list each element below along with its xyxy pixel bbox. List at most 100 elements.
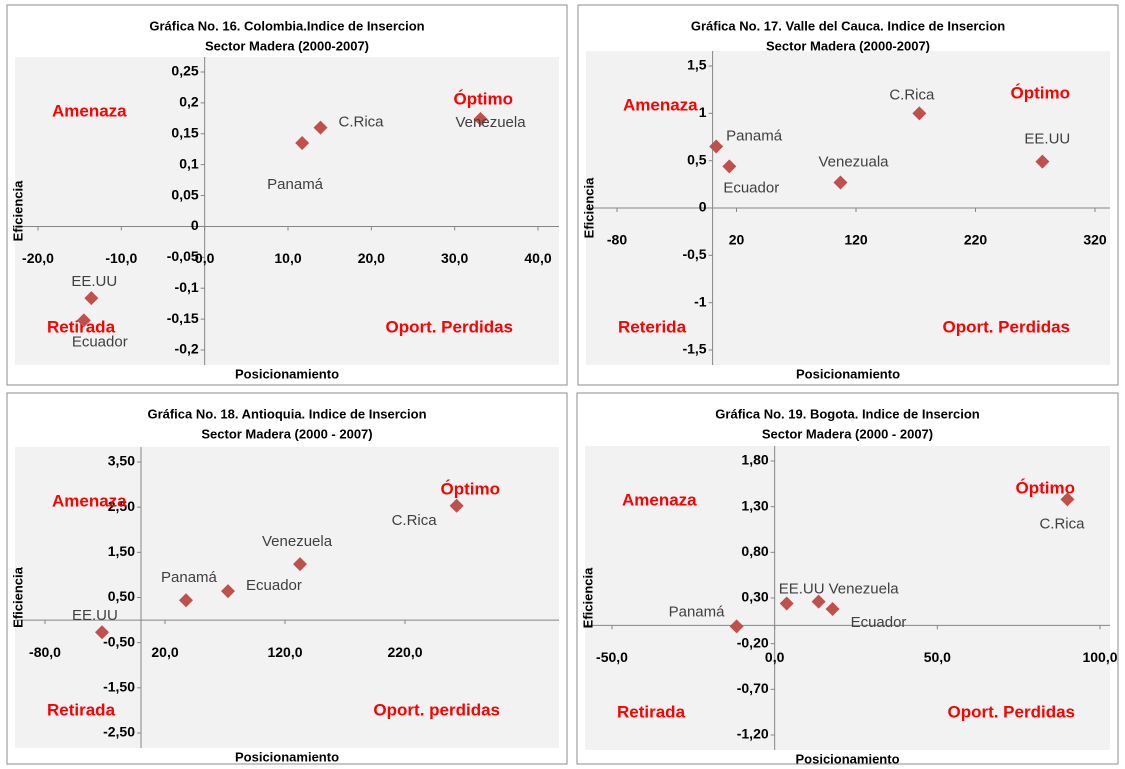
x-tick-label: 20,0 xyxy=(151,644,178,660)
y-tick-label: 0 xyxy=(699,199,707,215)
point-label: Ecuador xyxy=(72,333,128,350)
chart-subtitle: Sector Madera (2000-2007) xyxy=(205,38,369,53)
quadrant-label: Retirada xyxy=(47,700,116,719)
point xyxy=(76,313,91,328)
point xyxy=(449,498,464,513)
point-label: Panamá xyxy=(267,176,324,193)
y-tick-label: -0,05 xyxy=(167,248,199,264)
plot-area xyxy=(15,57,559,365)
chart-title: Gráfica No. 18. Antioquia. Indice de Ins… xyxy=(147,406,426,421)
y-tick-label: 0,05 xyxy=(171,186,198,202)
point-label: Panamá xyxy=(726,127,783,144)
plot-area xyxy=(585,446,1110,750)
x-tick-label: 220 xyxy=(964,232,988,248)
x-tick-label: -10,0 xyxy=(105,250,137,266)
quadrant-label: Óptimo xyxy=(454,89,514,108)
point xyxy=(95,625,109,640)
point-label: Panamá xyxy=(161,569,218,586)
quadrant-label: Amenaza xyxy=(623,95,698,114)
point xyxy=(221,584,235,599)
y-tick-label: -2,50 xyxy=(103,724,135,740)
x-tick-label: 0,0 xyxy=(765,649,785,665)
point xyxy=(912,106,927,121)
point-label: Venezuela xyxy=(262,533,333,550)
quadrant-label: Oport. Perdidas xyxy=(942,317,1070,336)
point xyxy=(84,291,99,306)
x-tick-label: 20,0 xyxy=(358,250,385,266)
point-label: C.Rica xyxy=(889,86,935,103)
x-axis-title: Posicionamiento xyxy=(235,749,339,764)
y-tick-label: 1,80 xyxy=(741,452,768,468)
chart-title: Gráfica No. 16. Colombia.Indice de Inser… xyxy=(149,18,424,33)
x-tick-label: 100,0 xyxy=(1082,649,1117,665)
point xyxy=(825,601,840,616)
y-tick-label: 0,80 xyxy=(741,543,768,559)
y-tick-label: 1,5 xyxy=(687,57,707,73)
quadrant-label: Oport. Perdidas xyxy=(947,702,1075,721)
quadrant-label: Retirada xyxy=(47,317,116,336)
point-label: C.Rica xyxy=(392,512,438,529)
y-tick-label: 1 xyxy=(699,104,707,120)
y-tick-label: -0,2 xyxy=(175,341,199,357)
point-label: C.Rica xyxy=(339,114,385,131)
chart-subtitle: Sector Madera (2000 - 2007) xyxy=(201,426,372,441)
x-tick-label: 20 xyxy=(729,232,745,248)
y-tick-label: -1,20 xyxy=(737,726,769,742)
y-tick-label: -0,50 xyxy=(103,633,135,649)
x-tick-label: 320 xyxy=(1083,232,1107,248)
point-label: Panamá xyxy=(669,603,726,620)
point-label: Ecuador xyxy=(246,577,302,594)
quadrant-label: Amenaza xyxy=(52,101,127,120)
chart-title: Gráfica No. 17. Valle del Cauca. Indice … xyxy=(691,18,1005,33)
x-tick-label: 220,0 xyxy=(387,644,422,660)
plot-area xyxy=(15,447,559,748)
quadrant-label: Óptimo xyxy=(441,479,501,498)
point xyxy=(779,596,794,611)
x-axis-title: Posicionamiento xyxy=(235,366,339,381)
point-label: Venezuala xyxy=(818,153,889,170)
x-tick-label: 120 xyxy=(844,232,868,248)
chart-subtitle: Sector Madera (2000-2007) xyxy=(766,38,930,53)
quadrant-label: Amenaza xyxy=(622,490,697,509)
point xyxy=(179,593,193,608)
point xyxy=(293,557,307,572)
x-tick-label: 30,0 xyxy=(441,250,468,266)
chart-subtitle: Sector Madera (2000 - 2007) xyxy=(762,426,933,441)
y-tick-label: 0,2 xyxy=(179,94,199,110)
point-label: EE.UU xyxy=(779,580,825,597)
point xyxy=(709,139,724,154)
quadrant-label: Oport. Perdidas xyxy=(385,317,513,336)
quadrant-label: Oport. perdidas xyxy=(373,700,500,719)
x-tick-label: 120,0 xyxy=(267,644,302,660)
y-tick-label: -1 xyxy=(694,293,707,309)
x-tick-label: 50,0 xyxy=(924,649,951,665)
y-axis-title: Eficiencia xyxy=(10,180,25,241)
y-tick-label: -0,70 xyxy=(737,680,769,696)
point xyxy=(313,120,328,135)
y-tick-label: -0,15 xyxy=(167,310,199,326)
quadrant-label: Reterida xyxy=(618,317,687,336)
y-tick-label: -1,50 xyxy=(103,679,135,695)
y-tick-label: 3,50 xyxy=(108,453,135,469)
point-label: Venezuela xyxy=(456,114,527,131)
quadrant-label: Óptimo xyxy=(1011,83,1071,102)
x-tick-label: 10,0 xyxy=(274,250,301,266)
point-label: EE.UU xyxy=(72,607,118,624)
y-tick-label: -0,5 xyxy=(682,246,706,262)
y-tick-label: -1,5 xyxy=(682,341,706,357)
point xyxy=(1035,154,1050,169)
point xyxy=(722,159,737,174)
y-tick-label: 0,1 xyxy=(179,155,199,171)
x-tick-label: 0,0 xyxy=(195,250,215,266)
y-tick-label: 2,50 xyxy=(108,498,135,514)
y-tick-label: 1,30 xyxy=(741,497,768,513)
x-tick-label: -80,0 xyxy=(29,644,61,660)
x-tick-label: -20,0 xyxy=(22,250,54,266)
x-tick-label: -50,0 xyxy=(596,649,628,665)
x-tick-label: 40,0 xyxy=(524,250,551,266)
y-tick-label: 0,15 xyxy=(171,124,198,140)
y-tick-label: 0,5 xyxy=(687,151,707,167)
x-axis-title: Posicionamiento xyxy=(795,751,899,766)
quadrant-label: Óptimo xyxy=(1016,478,1076,497)
